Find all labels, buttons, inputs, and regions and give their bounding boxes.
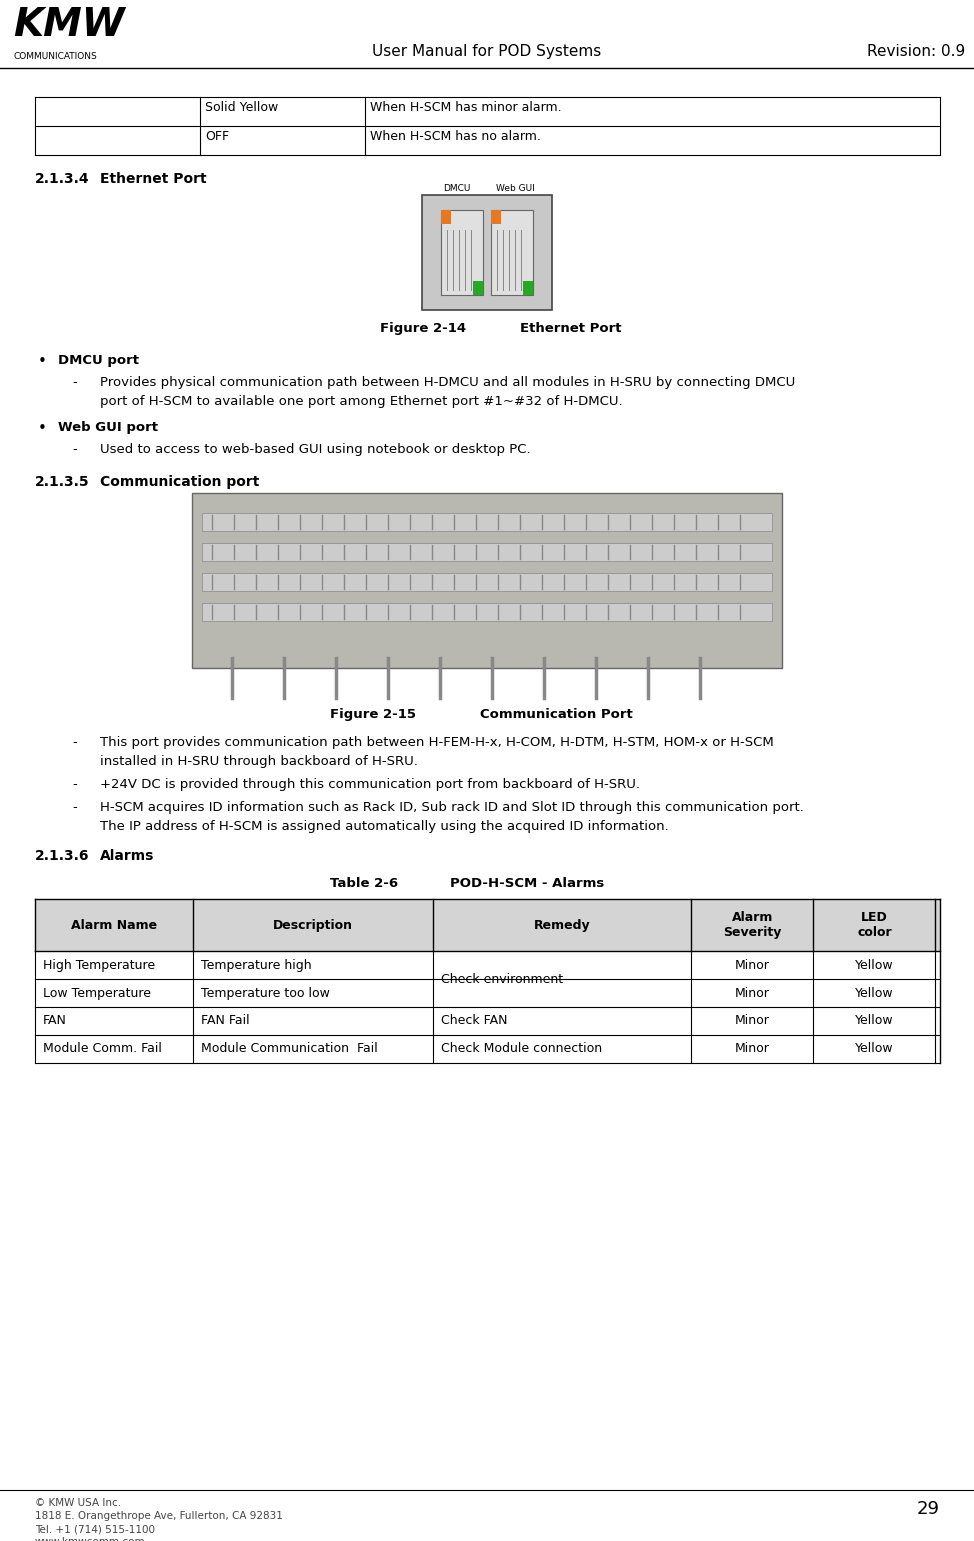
Text: Check FAN: Check FAN <box>441 1014 507 1028</box>
Text: -: - <box>73 442 77 456</box>
Text: FAN Fail: FAN Fail <box>202 1014 250 1028</box>
Text: Low Temperature: Low Temperature <box>43 986 151 1000</box>
Text: -: - <box>73 801 77 814</box>
Text: © KMW USA Inc.: © KMW USA Inc. <box>35 1498 121 1509</box>
Bar <box>441 210 451 223</box>
Text: High Temperature: High Temperature <box>43 959 155 971</box>
Text: 29: 29 <box>917 1499 940 1518</box>
Text: 1818 E. Orangethrope Ave, Fullerton, CA 92831: 1818 E. Orangethrope Ave, Fullerton, CA … <box>35 1512 282 1521</box>
Text: Provides physical communication path between H-DMCU and all modules in H-SRU by : Provides physical communication path bet… <box>100 376 795 388</box>
Bar <box>35 979 940 1006</box>
Text: •: • <box>38 354 47 368</box>
Text: +24V DC is provided through this communication port from backboard of H-SRU.: +24V DC is provided through this communi… <box>100 778 640 791</box>
Text: Module Comm. Fail: Module Comm. Fail <box>43 1043 162 1056</box>
Text: DMCU port: DMCU port <box>58 354 139 367</box>
Text: DMCU: DMCU <box>443 183 470 193</box>
Text: Minor: Minor <box>734 1014 769 1028</box>
Bar <box>441 210 483 294</box>
Text: Revision: 0.9: Revision: 0.9 <box>867 45 965 59</box>
Text: OFF: OFF <box>205 129 229 143</box>
Text: Yellow: Yellow <box>855 1043 894 1056</box>
Text: Yellow: Yellow <box>855 986 894 1000</box>
Bar <box>35 898 940 951</box>
Bar <box>202 603 772 621</box>
Text: Remedy: Remedy <box>534 918 590 931</box>
Bar <box>523 280 533 294</box>
Bar <box>202 513 772 532</box>
Text: Alarm
Severity: Alarm Severity <box>723 911 781 938</box>
Bar <box>491 210 533 294</box>
Text: Yellow: Yellow <box>855 1014 894 1028</box>
Text: POD-H-SCM - Alarms: POD-H-SCM - Alarms <box>450 877 604 891</box>
Text: Minor: Minor <box>734 959 769 971</box>
Text: Communication port: Communication port <box>100 475 259 488</box>
Text: The IP address of H-SCM is assigned automatically using the acquired ID informat: The IP address of H-SCM is assigned auto… <box>100 820 669 834</box>
Text: KMW: KMW <box>13 6 125 45</box>
Bar <box>422 196 552 310</box>
Text: Module Communication  Fail: Module Communication Fail <box>202 1043 378 1056</box>
Text: Ethernet Port: Ethernet Port <box>520 322 621 334</box>
Bar <box>35 951 940 979</box>
Text: -: - <box>73 376 77 388</box>
Text: COMMUNICATIONS: COMMUNICATIONS <box>13 52 96 62</box>
Text: Minor: Minor <box>734 986 769 1000</box>
Text: -: - <box>73 737 77 749</box>
Text: Figure 2-14: Figure 2-14 <box>380 322 467 334</box>
Text: Minor: Minor <box>734 1043 769 1056</box>
Text: Used to access to web-based GUI using notebook or desktop PC.: Used to access to web-based GUI using no… <box>100 442 531 456</box>
Text: Check Module connection: Check Module connection <box>441 1043 602 1056</box>
Text: This port provides communication path between H-FEM-H-x, H-COM, H-DTM, H-STM, HO: This port provides communication path be… <box>100 737 773 749</box>
Text: Figure 2-15: Figure 2-15 <box>330 707 416 721</box>
Text: Temperature high: Temperature high <box>202 959 312 971</box>
Text: H-SCM acquires ID information such as Rack ID, Sub rack ID and Slot ID through t: H-SCM acquires ID information such as Ra… <box>100 801 804 814</box>
Text: Ethernet Port: Ethernet Port <box>100 173 206 186</box>
Text: 2.1.3.4: 2.1.3.4 <box>35 173 90 186</box>
Bar <box>35 1006 940 1036</box>
Text: Solid Yellow: Solid Yellow <box>205 102 279 114</box>
Bar <box>192 493 782 667</box>
Bar <box>202 573 772 592</box>
Text: Alarms: Alarms <box>100 849 154 863</box>
Text: FAN: FAN <box>43 1014 67 1028</box>
Text: Alarm Name: Alarm Name <box>71 918 157 931</box>
Text: Web GUI: Web GUI <box>496 183 535 193</box>
Text: Check environment: Check environment <box>441 972 563 986</box>
Text: 2.1.3.6: 2.1.3.6 <box>35 849 90 863</box>
Bar <box>8 5 118 62</box>
Text: 2.1.3.5: 2.1.3.5 <box>35 475 90 488</box>
Bar <box>473 280 483 294</box>
Text: Communication Port: Communication Port <box>480 707 633 721</box>
Text: When H-SCM has no alarm.: When H-SCM has no alarm. <box>370 129 541 143</box>
Text: Table 2-6: Table 2-6 <box>330 877 398 891</box>
Text: •: • <box>38 421 47 436</box>
Bar <box>202 542 772 561</box>
Text: Temperature too low: Temperature too low <box>202 986 330 1000</box>
Text: LED
color: LED color <box>857 911 892 938</box>
Text: installed in H-SRU through backboard of H-SRU.: installed in H-SRU through backboard of … <box>100 755 418 767</box>
Text: www.kmwcomm.com: www.kmwcomm.com <box>35 1536 146 1541</box>
Bar <box>491 210 501 223</box>
Bar <box>35 1036 940 1063</box>
Text: User Manual for POD Systems: User Manual for POD Systems <box>372 45 602 59</box>
Text: port of H-SCM to available one port among Ethernet port #1~#32 of H-DMCU.: port of H-SCM to available one port amon… <box>100 394 622 408</box>
Text: Description: Description <box>274 918 354 931</box>
Text: -: - <box>73 778 77 791</box>
Text: When H-SCM has minor alarm.: When H-SCM has minor alarm. <box>370 102 562 114</box>
Text: Yellow: Yellow <box>855 959 894 971</box>
Text: Web GUI port: Web GUI port <box>58 421 158 435</box>
Text: Tel. +1 (714) 515-1100: Tel. +1 (714) 515-1100 <box>35 1524 155 1533</box>
